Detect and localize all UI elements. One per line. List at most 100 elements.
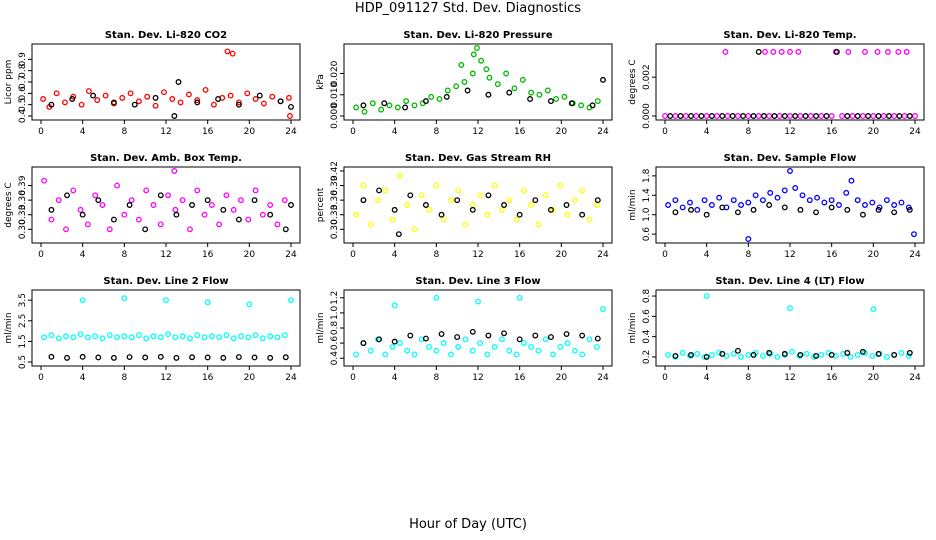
x-tick-label: 20 <box>868 250 880 260</box>
panel-title: Stan. Dev. Line 4 (LT) Flow <box>715 276 864 287</box>
data-point <box>903 48 910 55</box>
data-point <box>677 113 684 119</box>
data-point <box>891 202 898 208</box>
data-point <box>41 334 48 341</box>
data-point <box>48 216 55 223</box>
data-point <box>251 354 258 361</box>
x-tick-label: 20 <box>556 373 568 383</box>
y-tick-label: 0.020 <box>330 60 340 86</box>
data-point <box>703 113 710 119</box>
data-point <box>411 351 418 358</box>
panel-6: Stan. Dev. Sample Flow ml/min 0 4 8 12 16 20 24 0… <box>628 153 925 260</box>
panel-3: Stan. Dev. Li-820 Temp. degrees C 0 4 8 12 16 2… <box>628 30 925 137</box>
data-point <box>766 113 773 119</box>
x-tick-label: 20 <box>868 373 880 383</box>
data-point <box>734 347 741 354</box>
x-tick-label: 24 <box>285 373 297 383</box>
y-tick-label: 0.39 <box>330 175 340 195</box>
y-axis-label: ml/min <box>628 312 638 343</box>
data-point <box>862 48 868 55</box>
data-point <box>563 202 570 208</box>
data-point <box>905 352 912 359</box>
data-point <box>455 343 462 350</box>
data-point <box>752 192 759 199</box>
data-point <box>665 351 672 358</box>
y-tick-label: 0.5 <box>18 98 28 112</box>
data-point <box>428 93 435 100</box>
data-point <box>79 297 86 304</box>
x-tick-label: 12 <box>160 250 171 260</box>
panel-frame <box>31 43 301 121</box>
y-axis-label: degrees C <box>4 182 14 227</box>
data-point <box>177 99 184 106</box>
data-point <box>48 332 55 339</box>
data-point <box>849 113 856 119</box>
data-point <box>898 349 905 356</box>
x-tick-label: 8 <box>433 127 439 137</box>
y-tick-label: 0.6 <box>330 336 340 351</box>
data-point <box>55 335 62 342</box>
data-point <box>187 335 193 342</box>
data-point <box>767 189 774 196</box>
data-point <box>891 209 898 216</box>
data-point <box>223 332 230 339</box>
data-point <box>875 113 882 119</box>
data-point <box>745 113 752 119</box>
data-point <box>194 187 201 194</box>
data-point <box>360 182 367 189</box>
data-point <box>469 70 476 77</box>
data-point <box>360 102 367 109</box>
data-point <box>121 211 128 218</box>
data-point <box>787 168 793 174</box>
data-point <box>444 87 451 94</box>
data-point <box>55 197 62 204</box>
data-point <box>194 99 201 106</box>
data-point <box>189 202 195 208</box>
y-tick-label: 0.2 <box>642 350 652 364</box>
data-point <box>477 340 484 347</box>
data-point <box>750 206 757 213</box>
data-point <box>665 202 672 208</box>
data-point <box>679 204 686 211</box>
data-point <box>353 104 360 111</box>
data-point <box>121 295 128 302</box>
data-point <box>267 333 274 340</box>
data-point <box>418 192 425 199</box>
data-point <box>152 102 159 109</box>
data-point <box>579 351 586 358</box>
x-tick-label: 0 <box>38 127 44 137</box>
data-point <box>520 187 527 194</box>
data-point <box>870 113 877 119</box>
x-tick-label: 12 <box>784 250 795 260</box>
data-point <box>787 113 793 119</box>
data-point <box>131 101 138 108</box>
x-tick-label: 20 <box>868 127 880 137</box>
data-point <box>391 302 398 309</box>
data-point <box>698 113 705 119</box>
data-point <box>759 197 766 204</box>
data-point <box>152 94 159 101</box>
panel-frame <box>343 166 613 244</box>
data-point <box>547 206 554 213</box>
panel-title: Stan. Dev. Gas Stream RH <box>405 153 551 164</box>
data-point <box>70 187 77 194</box>
data-point <box>194 332 201 339</box>
data-point <box>847 353 854 360</box>
x-tick-label: 8 <box>121 127 127 137</box>
data-point <box>238 333 244 340</box>
data-point <box>687 199 693 206</box>
y-tick-label: 0.30 <box>330 219 340 239</box>
x-tick-label: 4 <box>392 250 398 260</box>
data-point <box>48 206 55 213</box>
data-point <box>859 348 866 355</box>
data-point <box>150 333 157 340</box>
x-tick-label: 4 <box>392 127 398 137</box>
data-point <box>843 189 850 196</box>
panel-frame <box>655 166 925 244</box>
data-point <box>787 305 793 312</box>
data-point <box>714 113 721 119</box>
x-tick-label: 20 <box>244 250 256 260</box>
data-point <box>407 192 414 199</box>
data-point <box>175 79 182 85</box>
data-point <box>281 197 288 204</box>
